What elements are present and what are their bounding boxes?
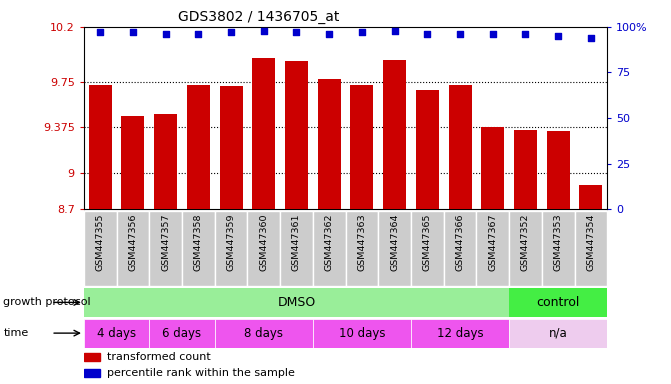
Text: GSM447361: GSM447361 [292, 214, 301, 271]
Bar [416, 90, 439, 209]
Bar [89, 85, 111, 209]
Text: growth protocol: growth protocol [3, 297, 91, 308]
Bar [509, 211, 542, 286]
Text: GSM447362: GSM447362 [325, 214, 333, 271]
Point [553, 33, 564, 39]
Bar [187, 85, 210, 209]
Text: GSM447352: GSM447352 [521, 214, 530, 271]
Point [225, 29, 236, 35]
Bar [313, 211, 346, 286]
Text: GSM447360: GSM447360 [259, 214, 268, 271]
Text: GSM447359: GSM447359 [227, 214, 236, 271]
Text: GSM447354: GSM447354 [586, 214, 595, 271]
Text: 4 days: 4 days [97, 327, 136, 339]
Point [455, 31, 466, 37]
Text: transformed count: transformed count [107, 352, 211, 362]
Point [487, 31, 498, 37]
Point [291, 29, 302, 35]
Bar [313, 319, 411, 348]
Bar [574, 211, 607, 286]
Text: GSM447356: GSM447356 [128, 214, 138, 271]
Bar [84, 211, 117, 286]
Bar [346, 211, 378, 286]
Bar [215, 211, 248, 286]
Text: control: control [537, 296, 580, 309]
Bar [509, 288, 607, 317]
Bar [150, 319, 215, 348]
Text: GSM447358: GSM447358 [194, 214, 203, 271]
Bar [514, 130, 537, 209]
Bar [285, 61, 308, 209]
Bar [444, 211, 476, 286]
Bar [318, 79, 341, 209]
Text: GSM447364: GSM447364 [390, 214, 399, 271]
Bar [219, 86, 242, 209]
Bar [378, 211, 411, 286]
Bar [150, 211, 182, 286]
Point [356, 29, 367, 35]
Point [160, 31, 171, 37]
Bar [117, 211, 150, 286]
Text: 8 days: 8 days [244, 327, 283, 339]
Text: GSM447355: GSM447355 [96, 214, 105, 271]
Bar [411, 319, 509, 348]
Text: percentile rank within the sample: percentile rank within the sample [107, 368, 295, 378]
Bar [248, 211, 280, 286]
Text: 10 days: 10 days [339, 327, 385, 339]
Text: time: time [3, 328, 29, 338]
Text: 12 days: 12 days [437, 327, 483, 339]
Bar [411, 211, 444, 286]
Bar [449, 85, 472, 209]
Bar [252, 58, 275, 209]
Bar [280, 211, 313, 286]
Point [193, 31, 204, 37]
Bar [481, 127, 504, 209]
Text: GDS3802 / 1436705_at: GDS3802 / 1436705_at [178, 10, 340, 25]
Text: GSM447353: GSM447353 [554, 214, 563, 271]
Bar [154, 114, 177, 209]
Bar [84, 319, 150, 348]
Bar [476, 211, 509, 286]
Text: DMSO: DMSO [277, 296, 315, 309]
Bar [121, 116, 144, 209]
Text: GSM447357: GSM447357 [161, 214, 170, 271]
Bar [350, 85, 373, 209]
Text: GSM447365: GSM447365 [423, 214, 432, 271]
Point [127, 29, 138, 35]
Bar [383, 60, 406, 209]
Text: GSM447367: GSM447367 [488, 214, 497, 271]
Bar [182, 211, 215, 286]
Point [520, 31, 531, 37]
Text: GSM447363: GSM447363 [358, 214, 366, 271]
Text: 6 days: 6 days [162, 327, 201, 339]
Point [258, 27, 269, 33]
Bar [215, 319, 313, 348]
Bar [542, 211, 574, 286]
Bar [547, 131, 570, 209]
Point [586, 35, 597, 41]
Point [324, 31, 335, 37]
Bar [509, 319, 607, 348]
Point [389, 27, 400, 33]
Text: GSM447366: GSM447366 [456, 214, 464, 271]
Point [95, 29, 105, 35]
Point [422, 31, 433, 37]
Bar [84, 353, 100, 361]
Bar [580, 185, 603, 209]
Bar [84, 288, 509, 317]
Text: n/a: n/a [549, 327, 568, 339]
Bar [84, 369, 100, 377]
